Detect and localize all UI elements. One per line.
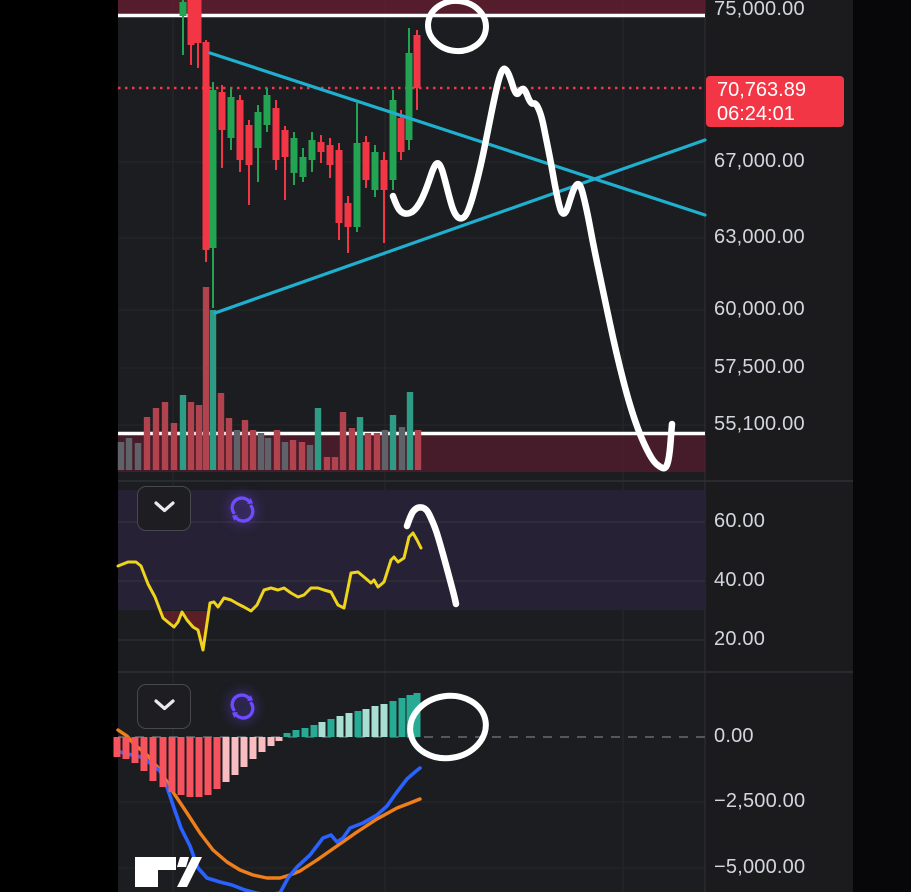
macd-axis-tick: −2,500.00 bbox=[714, 790, 806, 812]
circle-annotation-top bbox=[425, 0, 489, 55]
price-scale-background bbox=[705, 0, 853, 892]
price-axis-tick: 75,000.00 bbox=[714, 0, 805, 20]
rsi-axis-tick: 60.00 bbox=[714, 510, 766, 532]
tradingview-logo[interactable] bbox=[133, 854, 205, 892]
price-axis-tick: 67,000.00 bbox=[714, 150, 805, 172]
macd-refresh-icon[interactable] bbox=[227, 691, 258, 722]
macd-axis-tick: 0.00 bbox=[714, 725, 754, 747]
projection-path-annotation bbox=[389, 65, 676, 472]
macd-collapse-button[interactable] bbox=[137, 684, 191, 729]
rsi-axis-tick: 20.00 bbox=[714, 628, 766, 650]
price-axis[interactable]: 70,763.89 06:24:01 75,000.00 67,000.00 63,… bbox=[705, 0, 853, 892]
macd-axis-tick: −5,000.00 bbox=[714, 856, 806, 878]
price-axis-tick: 57,500.00 bbox=[714, 356, 805, 378]
current-price-label: 70,763.89 06:24:01 bbox=[706, 76, 844, 127]
trendlines[interactable] bbox=[208, 51, 707, 315]
current-price-value: 70,763.89 bbox=[717, 78, 806, 101]
price-axis-tick: 55,100.00 bbox=[714, 413, 805, 435]
chevron-down-icon bbox=[153, 500, 176, 518]
rsi-collapse-button[interactable] bbox=[137, 486, 191, 531]
rsi-refresh-icon[interactable] bbox=[227, 494, 258, 525]
rsi-axis-tick: 40.00 bbox=[714, 569, 766, 591]
current-price-time: 06:24:01 bbox=[717, 102, 795, 125]
rsi-peak-annotation bbox=[403, 504, 460, 608]
circle-annotation-macd bbox=[407, 692, 489, 762]
price-axis-tick: 60,000.00 bbox=[714, 298, 805, 320]
rsi-line bbox=[116, 531, 423, 652]
hand-drawn-annotations[interactable] bbox=[389, 0, 676, 764]
candlestick-series bbox=[179, 0, 421, 308]
rsi-oversold-fill bbox=[160, 611, 209, 650]
volume-series bbox=[117, 287, 422, 470]
chevron-down-icon bbox=[153, 698, 176, 716]
right-black-strip bbox=[853, 0, 911, 892]
left-black-strip bbox=[0, 0, 118, 892]
price-axis-tick: 63,000.00 bbox=[714, 226, 805, 248]
upper-red-zone bbox=[118, 0, 705, 15]
rsi-band bbox=[118, 490, 705, 610]
